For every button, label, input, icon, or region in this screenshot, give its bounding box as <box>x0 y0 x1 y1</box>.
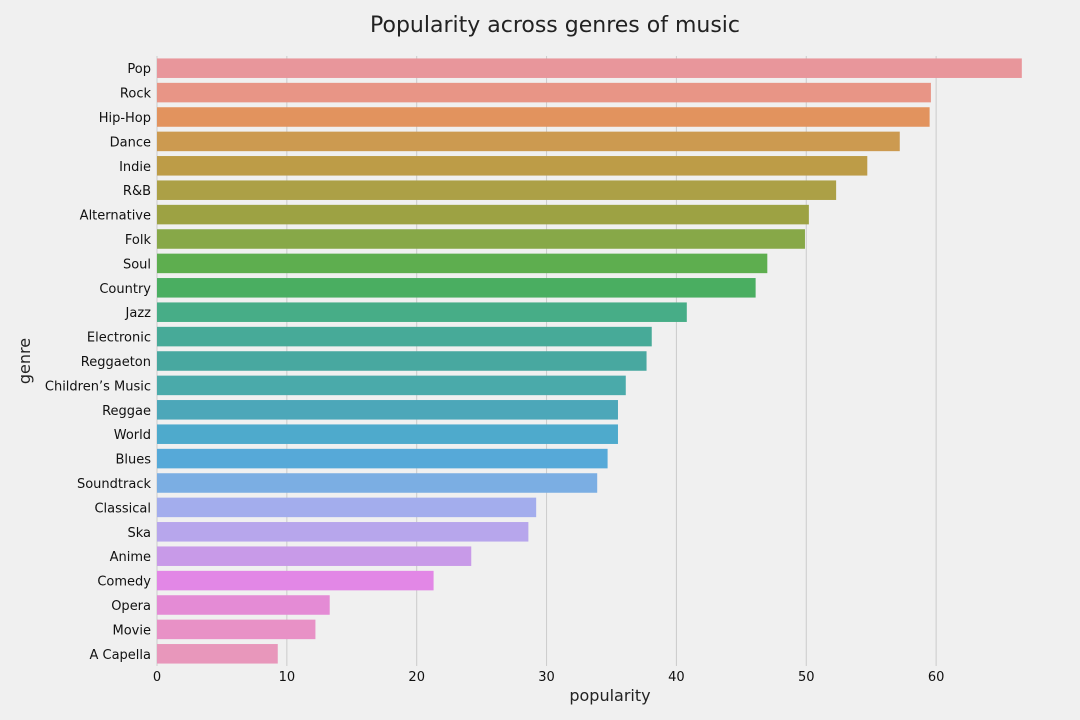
chart-title: Popularity across genres of music <box>370 13 740 38</box>
bar <box>157 156 868 176</box>
bar <box>157 473 598 493</box>
x-tick-label: 10 <box>279 670 296 685</box>
bar <box>157 229 805 249</box>
y-tick-label: Ska <box>127 526 151 541</box>
x-tick-labels: 0 10 20 30 40 50 60 <box>153 670 945 685</box>
bar <box>157 131 900 152</box>
y-tick-label: Soundtrack <box>77 477 151 492</box>
y-tick-label: World <box>114 428 151 443</box>
y-tick-label: Pop <box>127 62 151 77</box>
bar <box>157 375 626 396</box>
y-tick-label: Hip-Hop <box>99 111 151 126</box>
x-tick-label: 40 <box>668 670 685 685</box>
bar <box>157 424 618 444</box>
y-tick-label: Dance <box>110 135 151 150</box>
y-tick-label: Electronic <box>87 331 151 346</box>
y-tick-label: R&B <box>123 184 151 199</box>
bars <box>157 58 1022 664</box>
y-tick-label: Blues <box>115 453 151 468</box>
bar <box>157 180 837 200</box>
x-tick-label: 20 <box>408 670 425 685</box>
bar <box>157 82 931 103</box>
y-tick-label: A Capella <box>89 648 151 663</box>
y-tick-label: Opera <box>111 599 151 614</box>
y-tick-label: Comedy <box>97 575 151 590</box>
x-tick-label: 50 <box>798 670 815 685</box>
y-tick-label: Soul <box>123 257 151 272</box>
bar <box>157 497 537 518</box>
bar <box>157 448 608 469</box>
bar <box>157 302 687 322</box>
y-tick-label: Indie <box>119 160 151 175</box>
bar <box>157 570 434 591</box>
y-tick-label: Reggaeton <box>81 355 151 370</box>
y-tick-label: Anime <box>110 550 151 565</box>
bar <box>157 595 330 615</box>
bar <box>157 253 768 274</box>
bar <box>157 326 652 347</box>
y-tick-label: Folk <box>125 233 152 248</box>
bar <box>157 546 472 566</box>
bar <box>157 107 930 127</box>
x-tick-label: 30 <box>538 670 555 685</box>
bar <box>157 522 529 542</box>
y-tick-label: Alternative <box>80 209 151 224</box>
y-tick-label: Classical <box>94 501 151 516</box>
x-axis-label: popularity <box>569 686 650 705</box>
y-tick-label: Country <box>99 282 151 297</box>
x-tick-label: 60 <box>928 670 945 685</box>
x-tick-label: 0 <box>153 670 161 685</box>
bar <box>157 278 756 298</box>
y-tick-label: Reggae <box>102 404 151 419</box>
bar <box>157 58 1022 78</box>
bar <box>157 204 809 225</box>
y-tick-labels: Pop Rock Hip-Hop Dance Indie R&B Alternative Fo… <box>45 62 152 663</box>
y-tick-label: Rock <box>120 87 152 102</box>
y-tick-label: Movie <box>113 623 151 638</box>
bar <box>157 400 618 420</box>
bar <box>157 644 278 664</box>
bar <box>157 351 647 371</box>
y-tick-label: Jazz <box>125 306 152 321</box>
y-axis-label: genre <box>15 338 34 384</box>
y-tick-label: Children’s Music <box>45 379 151 394</box>
bar <box>157 619 316 640</box>
